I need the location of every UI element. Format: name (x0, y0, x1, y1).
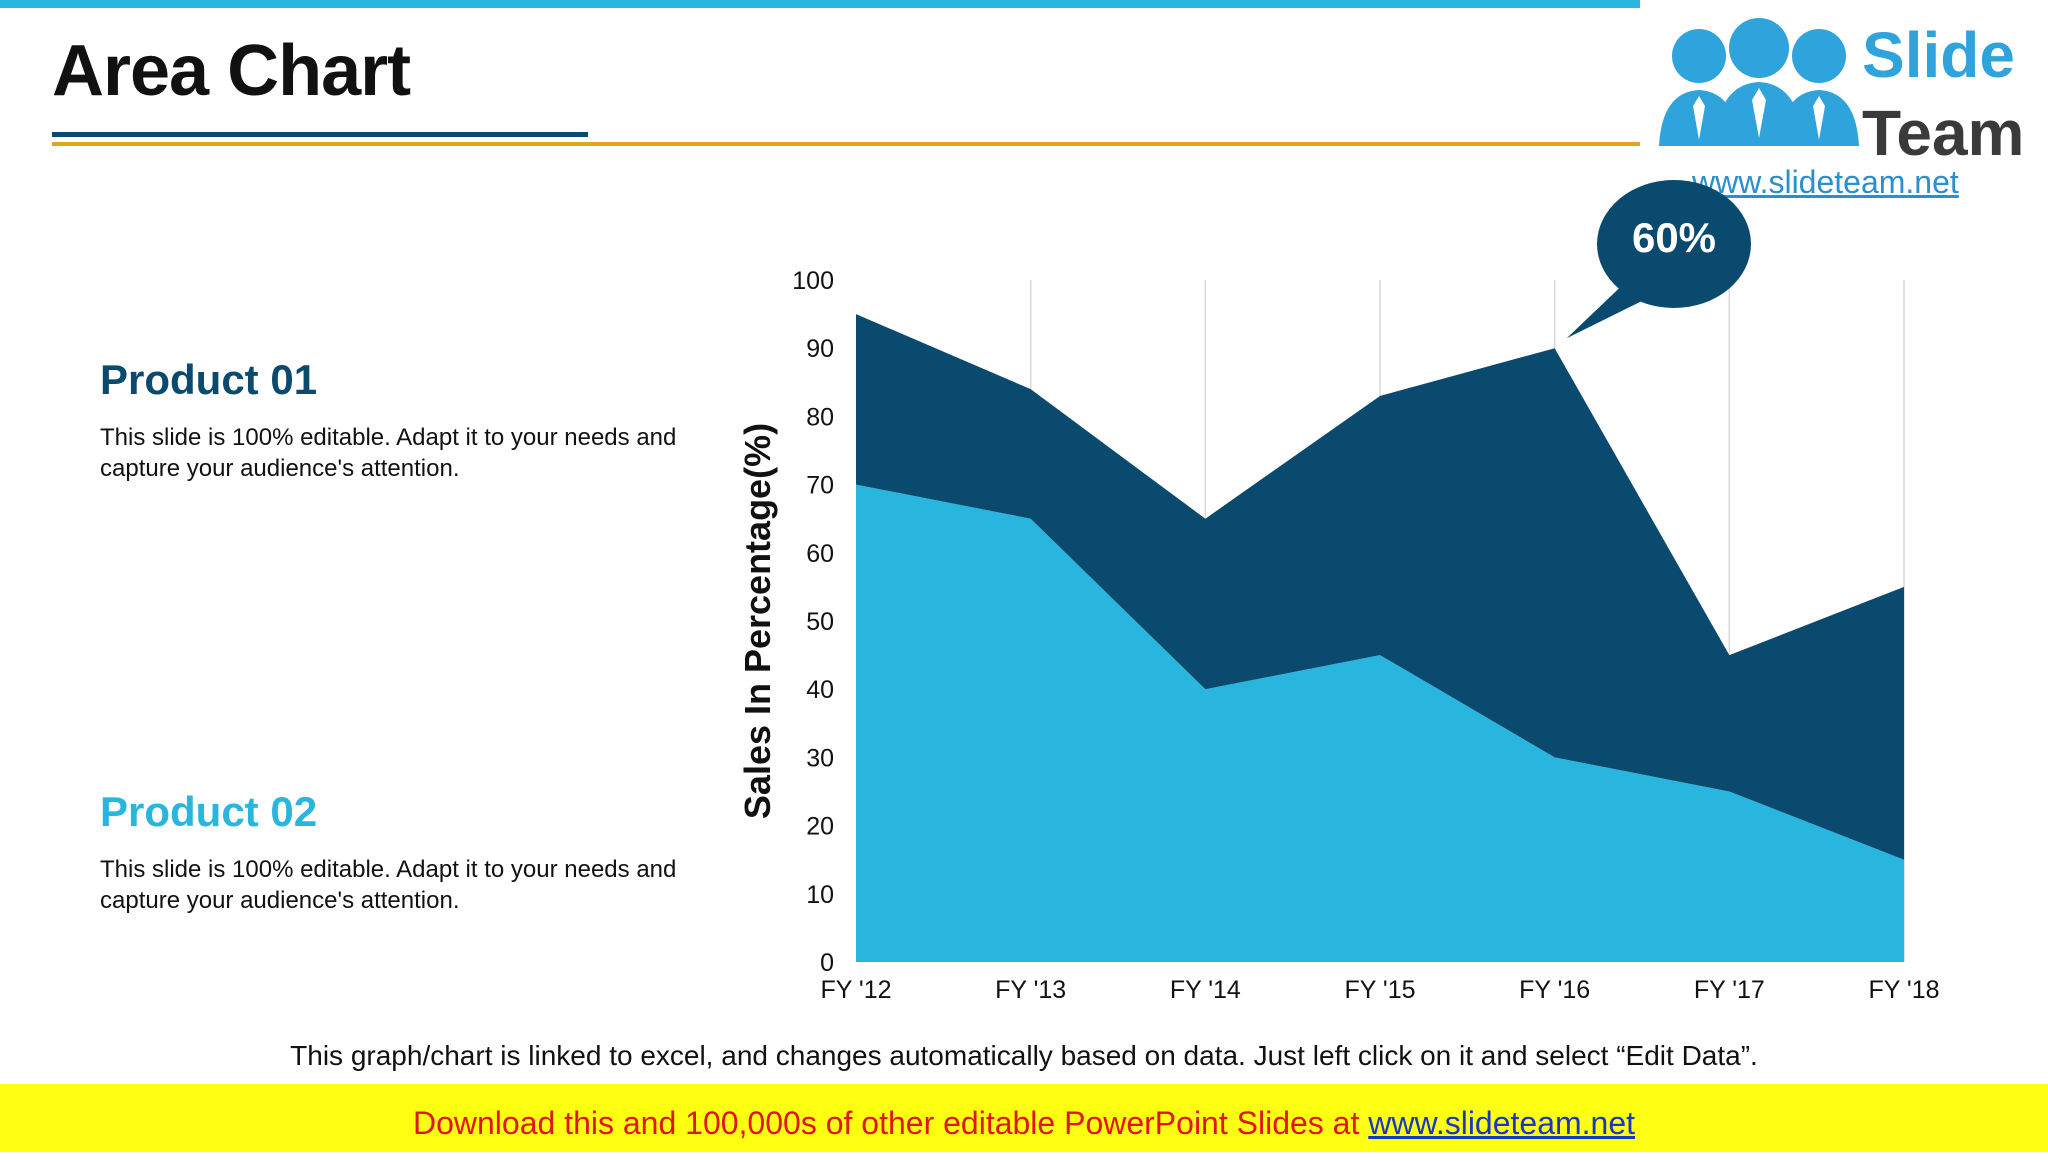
download-banner: Download this and 100,000s of other edit… (0, 1084, 2048, 1152)
y-axis-title: Sales In Percentage(%) (737, 423, 778, 819)
area-product-01[interactable] (856, 314, 1904, 860)
page-title: Area Chart (52, 31, 411, 111)
product-01-block: Product 01 This slide is 100% editable. … (100, 356, 700, 484)
y-tick-label: 90 (806, 335, 834, 363)
people-icon (1659, 18, 1859, 146)
product-02-description: This slide is 100% editable. Adapt it to… (100, 856, 677, 914)
logo-word-slide: Slide (1862, 19, 2015, 91)
x-tick-label: FY '13 (995, 976, 1066, 1004)
product-02-title: Product 02 (100, 788, 318, 835)
product-02-block: Product 02 This slide is 100% editable. … (100, 788, 700, 916)
x-tick-label: FY '17 (1694, 976, 1765, 1004)
top-accent-bar (0, 0, 1640, 8)
y-tick-label: 20 (806, 813, 834, 841)
y-tick-label: 70 (806, 472, 834, 500)
footer-text: Download this and 100,000s of other edit… (412, 1105, 1369, 1141)
logo-url-link[interactable]: www.slideteam.net (1692, 164, 1959, 200)
callout-bubble (1597, 180, 1751, 308)
footer-link[interactable]: www.slideteam.net (1368, 1105, 1636, 1141)
y-tick-label: 80 (806, 403, 834, 431)
y-tick-label: 10 (806, 881, 834, 909)
y-tick-label: 30 (806, 744, 834, 772)
title-underline-navy (52, 132, 588, 137)
x-tick-label: FY '18 (1868, 976, 1939, 1004)
chart-caption: This graph/chart is linked to excel, and… (290, 1040, 1758, 1071)
y-tick-label: 0 (820, 949, 834, 977)
x-tick-label: FY '15 (1344, 976, 1415, 1004)
x-tick-label: FY '14 (1170, 976, 1241, 1004)
y-tick-label: 60 (806, 540, 834, 568)
title-underline-gold (52, 142, 1642, 146)
callout-label: 60% (1631, 214, 1717, 261)
slideteam-logo: Slide Team www.slideteam.net (1640, 0, 2024, 205)
x-tick-label: FY '16 (1519, 976, 1590, 1004)
logo-word-team: Team (1862, 97, 2025, 169)
y-tick-label: 100 (792, 267, 834, 295)
y-tick-label: 50 (806, 608, 834, 636)
product-01-description: This slide is 100% editable. Adapt it to… (100, 424, 677, 482)
area-chart[interactable]: 0 10 20 30 40 50 60 70 80 90 100 FY '12 FY '13 FY '14… (0, 0, 2048, 1040)
product-01-title: Product 01 (100, 356, 318, 403)
y-tick-label: 40 (806, 676, 834, 704)
x-tick-label: FY '12 (820, 976, 891, 1004)
